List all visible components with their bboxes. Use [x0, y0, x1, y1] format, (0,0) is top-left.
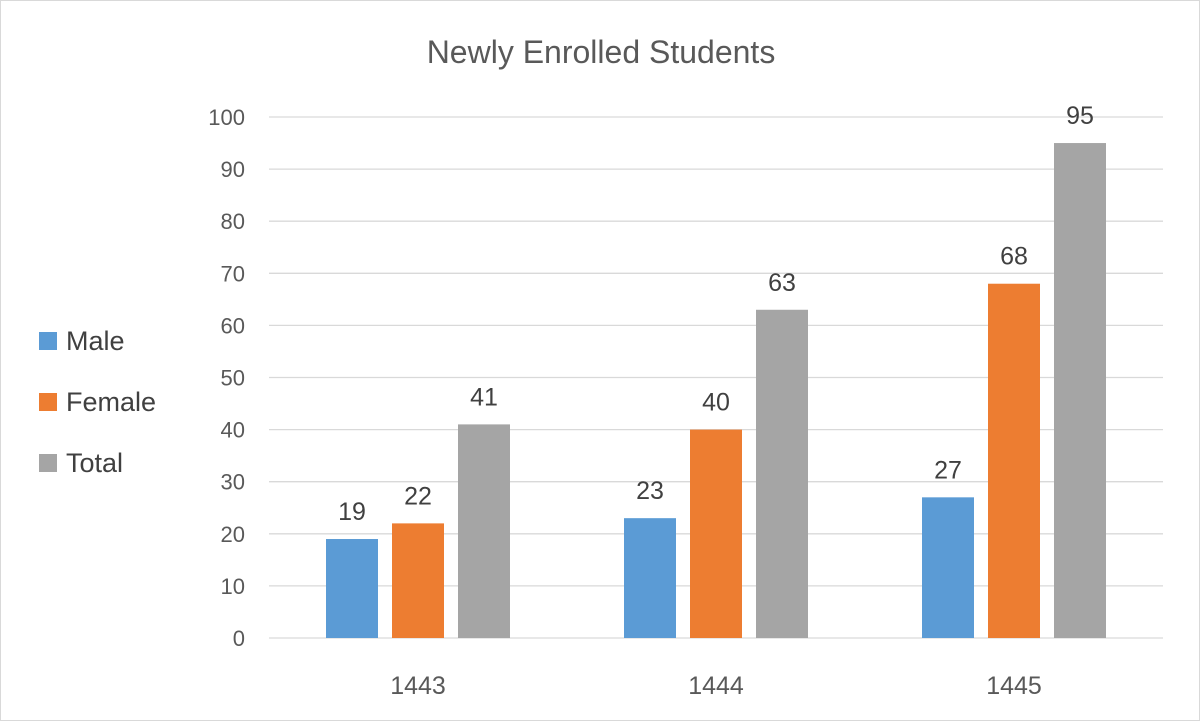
bar-total-1443 — [458, 424, 510, 638]
y-tick-label: 40 — [221, 418, 245, 443]
data-label-male-1443: 19 — [338, 498, 366, 526]
y-tick-label: 60 — [221, 313, 245, 338]
y-axis-tick-labels: 0 10 20 30 40 50 60 70 80 90 100 — [208, 105, 245, 651]
data-label-female-1443: 22 — [404, 482, 432, 510]
bar-total-1445 — [1054, 143, 1106, 639]
y-tick-label: 0 — [233, 626, 245, 651]
x-tick-label-1443: 1443 — [390, 672, 446, 700]
y-tick-label: 10 — [221, 574, 245, 599]
bar-male-1445 — [922, 497, 974, 638]
x-tick-label-1445: 1445 — [986, 672, 1042, 700]
data-labels: 19 22 41 23 40 63 27 68 95 — [338, 102, 1094, 526]
y-tick-label: 20 — [221, 522, 245, 547]
y-tick-label: 70 — [221, 261, 245, 286]
data-label-male-1445: 27 — [934, 456, 962, 484]
y-tick-label: 50 — [221, 366, 245, 391]
data-label-total-1444: 63 — [768, 269, 796, 297]
data-label-total-1443: 41 — [470, 383, 498, 411]
legend-swatch-total — [39, 454, 57, 472]
bar-female-1444 — [690, 429, 742, 638]
chart-title: Newly Enrolled Students — [427, 34, 776, 70]
legend-swatch-male — [39, 332, 57, 350]
data-label-total-1445: 95 — [1066, 102, 1094, 130]
x-tick-label-1444: 1444 — [688, 672, 744, 700]
legend-swatch-female — [39, 393, 57, 411]
data-label-female-1444: 40 — [702, 389, 730, 417]
legend-label-male: Male — [66, 326, 125, 356]
y-tick-label: 80 — [221, 209, 245, 234]
data-label-female-1445: 68 — [1000, 243, 1028, 271]
bar-female-1443 — [392, 523, 444, 638]
y-tick-label: 100 — [208, 105, 245, 130]
legend-label-female: Female — [66, 387, 156, 417]
bar-male-1443 — [326, 539, 378, 638]
legend: Male Female Total — [39, 326, 156, 478]
bar-female-1445 — [988, 283, 1040, 638]
y-tick-label: 90 — [221, 157, 245, 182]
bar-male-1444 — [624, 518, 676, 638]
legend-label-total: Total — [66, 448, 123, 478]
bar-total-1444 — [756, 309, 808, 638]
y-tick-label: 30 — [221, 470, 245, 495]
data-label-male-1444: 23 — [636, 477, 664, 505]
x-axis-tick-labels: 1443 1444 1445 — [390, 672, 1042, 700]
bars — [326, 143, 1106, 639]
